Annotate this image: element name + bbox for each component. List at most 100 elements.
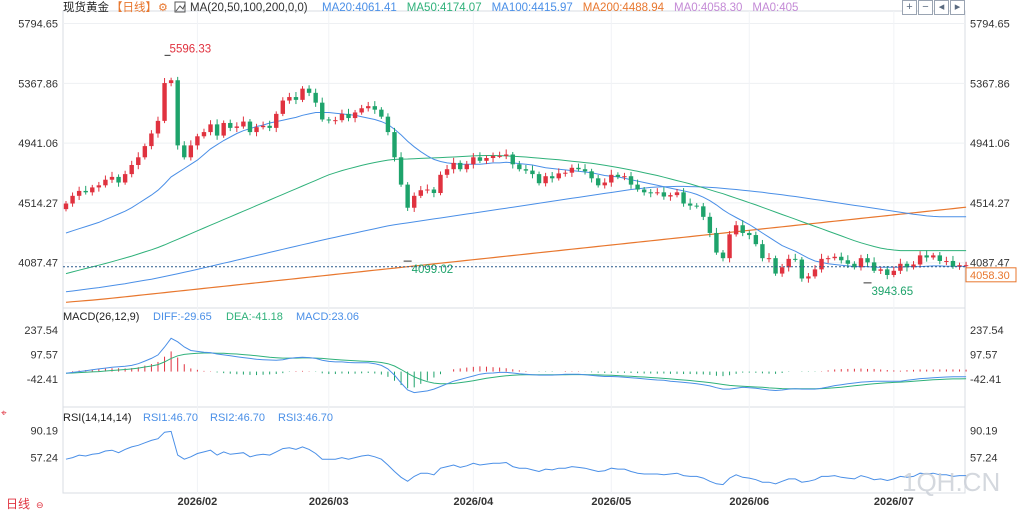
candle-body: [950, 260, 956, 267]
candle-body: [773, 258, 778, 274]
candle-body: [451, 162, 456, 170]
candle-body: [957, 265, 962, 267]
candle-body: [825, 258, 831, 260]
candle-body: [372, 106, 377, 110]
candle-body: [83, 190, 88, 193]
candle-body: [917, 255, 923, 265]
candle-body: [221, 122, 226, 136]
candle-body: [103, 179, 108, 186]
macd-tick-right: 237.54: [970, 325, 1004, 337]
candle-body: [260, 125, 266, 128]
candle-body: [458, 162, 463, 170]
candle-body: [464, 164, 469, 170]
candle-body: [484, 157, 489, 161]
candle-body: [523, 169, 529, 171]
candle-body: [306, 88, 312, 93]
candle-body: [168, 80, 174, 84]
candle-body: [109, 176, 115, 180]
candle-body: [287, 97, 292, 101]
zoom-out-icon[interactable]: −: [918, 0, 933, 15]
candle-body: [214, 124, 220, 136]
axis-labels: 5794.65 5794.65 5367.86 5367.86 4941.06 4941.…: [18, 19, 1010, 508]
candle-body: [760, 244, 765, 259]
chart-type-icon[interactable]: [174, 1, 186, 13]
y-tick-label-right: 4087.47: [970, 258, 1010, 270]
candle-body: [891, 270, 897, 275]
candle-body: [333, 120, 338, 122]
candle-body: [326, 119, 331, 121]
low-price-label: 3943.65: [872, 286, 914, 298]
candle-body: [753, 235, 759, 245]
macd-diff-label: DIFF:-29.65: [153, 311, 212, 323]
candle-body: [136, 157, 141, 166]
candle-body: [549, 176, 555, 179]
move-right-icon[interactable]: ▸: [950, 0, 965, 15]
candle-body: [90, 187, 95, 193]
y-tick-label-right: 5367.86: [970, 78, 1010, 90]
candle-body: [641, 189, 647, 193]
macd-dea-label: DEA:-41.18: [226, 311, 283, 323]
candle-body: [609, 174, 614, 183]
x-tick-label: 2026/02: [178, 496, 218, 508]
candlesticks[interactable]: [63, 76, 969, 283]
current-price-label: 4058.30: [970, 270, 1010, 282]
rsi2-label: RSI2:46.70: [210, 412, 265, 424]
candle-body: [694, 205, 699, 207]
ma20-line: [65, 112, 967, 268]
zoom-in-icon[interactable]: +: [902, 0, 917, 15]
macd-title: MACD(26,12,9): [63, 311, 139, 323]
period-badge[interactable]: 日线: [6, 497, 30, 511]
candle-body: [149, 133, 154, 147]
x-tick-label: 2026/04: [453, 496, 494, 508]
rsi-tick-left: 57.24: [30, 452, 58, 464]
candle-body: [582, 169, 588, 172]
candle-body: [707, 216, 713, 233]
crosshair-icon[interactable]: ⌖: [1, 408, 7, 419]
period-dropdown-icon[interactable]: ⊖: [36, 500, 44, 510]
candle-body: [339, 113, 345, 121]
candle-body: [832, 256, 837, 259]
candle-body: [490, 155, 496, 158]
candle-body: [904, 263, 910, 268]
candle-body: [477, 157, 483, 161]
candle-body: [162, 83, 167, 121]
moving-average-lines: [65, 112, 967, 303]
candle-body: [274, 113, 279, 128]
candle-body: [924, 255, 929, 258]
candle-body: [188, 145, 194, 158]
candle-body: [858, 258, 864, 268]
ma-legend-item: MA100:4415.97: [492, 2, 573, 14]
ma-legend-item: MA20:4061.41: [322, 2, 397, 14]
candle-body: [63, 203, 69, 210]
ma-params-label: MA(20,50,100,200,0,0): [190, 2, 308, 14]
candle-body: [714, 232, 719, 253]
rsi1-label: RSI1:46.70: [143, 412, 198, 424]
candle-body: [556, 173, 561, 179]
candle-body: [733, 225, 739, 235]
candle-body: [602, 182, 607, 186]
candle-body: [628, 176, 634, 185]
candle-body: [687, 203, 693, 206]
y-tick-label-left: 4514.27: [18, 198, 58, 210]
candle-body: [648, 192, 653, 194]
candle-body: [852, 263, 857, 268]
move-left-icon[interactable]: ◂: [934, 0, 949, 15]
ma100-line: [65, 185, 967, 293]
y-tick-label-right: 5794.65: [970, 19, 1010, 31]
settings-gear-icon[interactable]: ⚙: [158, 2, 168, 14]
candle-body: [142, 146, 148, 158]
candle-body: [366, 106, 371, 109]
candle-body: [720, 252, 726, 259]
candle-body: [438, 174, 443, 194]
candle-body: [503, 154, 509, 156]
candle-body: [569, 167, 575, 173]
rsi-title: RSI(14,14,14): [63, 412, 131, 424]
diff-line: [65, 337, 967, 394]
candle-body: [425, 189, 430, 191]
rsi-panel-frame: [62, 406, 966, 494]
candle-body: [589, 171, 594, 179]
period-label[interactable]: 【日线】: [111, 0, 157, 14]
candle-body: [254, 127, 259, 133]
candle-body: [313, 92, 318, 103]
